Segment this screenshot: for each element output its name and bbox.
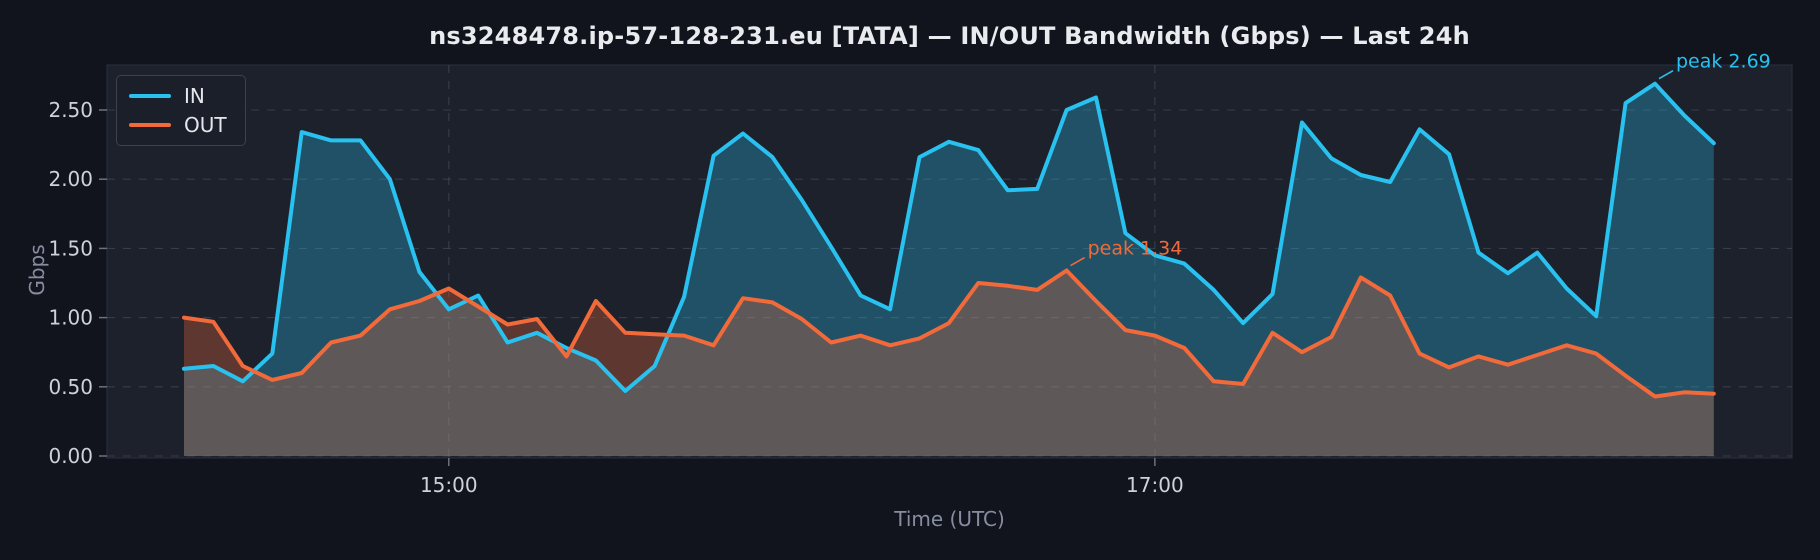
legend-item-out: OUT <box>129 114 227 136</box>
legend-item-in: IN <box>129 85 227 107</box>
y-axis-label: Gbps <box>25 244 49 296</box>
out-line-swatch <box>129 123 171 127</box>
chart-title: ns3248478.ip-57-128-231.eu [TATA] — IN/O… <box>429 22 1470 50</box>
y-tick-label: 0.50 <box>48 375 93 399</box>
y-tick-label: 1.00 <box>48 306 93 330</box>
legend-label-in: IN <box>184 84 205 108</box>
area-fill-out <box>184 270 1714 456</box>
series-line-out <box>182 268 1716 399</box>
legend-label-out: OUT <box>184 113 227 137</box>
annotation-in-peak: peak 2.69 <box>1676 51 1771 73</box>
y-tick-label: 1.50 <box>48 236 93 260</box>
annotation-out-peak: peak 1.34 <box>1088 238 1183 260</box>
x-tick-label: 15:00 <box>420 473 478 497</box>
y-tick-label: 2.50 <box>48 98 93 122</box>
annotation-connector <box>1658 70 1674 80</box>
series-line-in <box>182 81 1716 393</box>
plot-area <box>106 64 1793 459</box>
area-fill-in <box>184 83 1714 456</box>
x-tick-label: 17:00 <box>1126 473 1184 497</box>
y-tick-label: 0.00 <box>48 444 93 468</box>
in-line-swatch <box>129 94 171 98</box>
x-axis-label: Time (UTC) <box>894 507 1005 531</box>
annotation-connector <box>1070 256 1085 267</box>
legend: IN OUT <box>116 75 246 146</box>
y-tick-label: 2.00 <box>48 167 93 191</box>
